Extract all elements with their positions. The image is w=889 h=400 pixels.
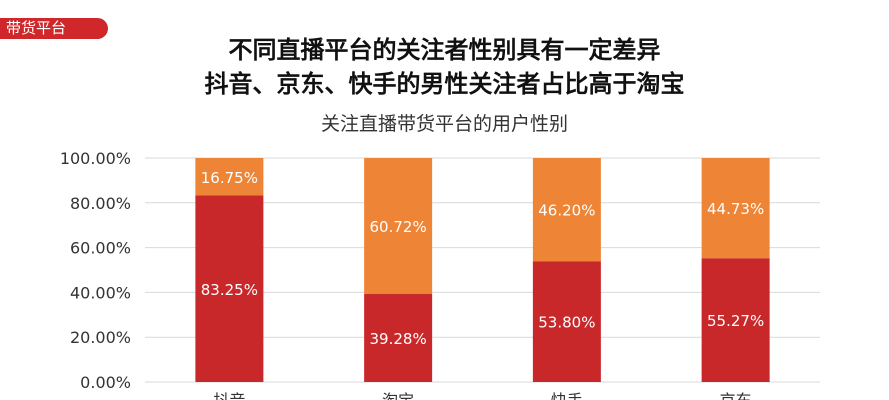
data-label: 16.75% <box>201 169 258 187</box>
bar-segment <box>364 294 433 382</box>
data-label: 53.80% <box>538 314 595 332</box>
chart-title: 关注直播带货平台的用户性别 <box>320 113 568 135</box>
data-label: 60.72% <box>370 218 427 236</box>
bar-segment <box>701 158 770 259</box>
data-label: 83.25% <box>201 281 258 299</box>
data-label: 39.28% <box>370 330 427 348</box>
headline-line-2: 抖音、京东、快手的男性关注者占比高于淘宝 <box>204 70 685 98</box>
x-tick-label: 快手 <box>551 391 583 400</box>
bar-segment <box>364 158 433 295</box>
bar-segment <box>701 258 770 382</box>
headline-line-1: 不同直播平台的关注者性别具有一定差异 <box>228 36 661 64</box>
data-label: 44.73% <box>707 200 764 218</box>
y-tick-label: 80.00% <box>70 194 131 213</box>
y-tick-label: 40.00% <box>70 283 131 302</box>
y-tick-label: 60.00% <box>70 239 131 258</box>
y-tick-label: 0.00% <box>80 373 131 392</box>
y-tick-label: 20.00% <box>70 328 131 347</box>
x-tick-label: 抖音 <box>213 391 245 400</box>
data-label: 46.20% <box>538 202 595 220</box>
x-tick-label: 淘宝 <box>382 391 414 400</box>
bar-segment <box>532 261 601 382</box>
bar-segment <box>195 195 264 382</box>
bar-segment <box>532 158 601 262</box>
data-label: 55.27% <box>707 312 764 330</box>
category-tag: 带货平台 <box>0 18 108 39</box>
y-tick-label: 100.00% <box>60 149 131 168</box>
bar-segment <box>195 158 264 196</box>
x-tick-label: 京东 <box>720 391 752 400</box>
